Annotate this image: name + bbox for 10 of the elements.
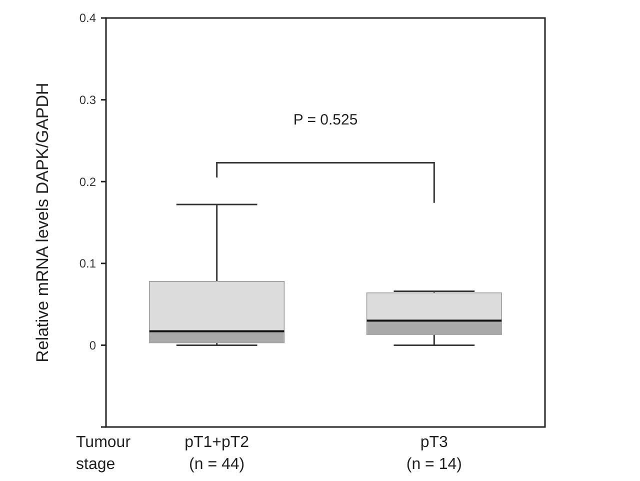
y-tick-label: 0.2 bbox=[79, 174, 96, 189]
y-tick-label: 0 bbox=[89, 338, 96, 352]
y-tick-label: 0.4 bbox=[79, 11, 96, 26]
annotation: P = 0.525 bbox=[293, 111, 358, 128]
x-axis-title: Tumour stage bbox=[76, 434, 132, 473]
x-tick-label: pT1+pT2 (n = 44) bbox=[184, 434, 250, 473]
x-tick-label: pT3 (n = 14) bbox=[406, 434, 462, 473]
y-tick-label: 0.3 bbox=[79, 93, 96, 107]
y-axis-title: Relative mRNA levels DAPK/GAPDH bbox=[33, 82, 52, 362]
y-tick-label: 0.1 bbox=[79, 256, 96, 271]
